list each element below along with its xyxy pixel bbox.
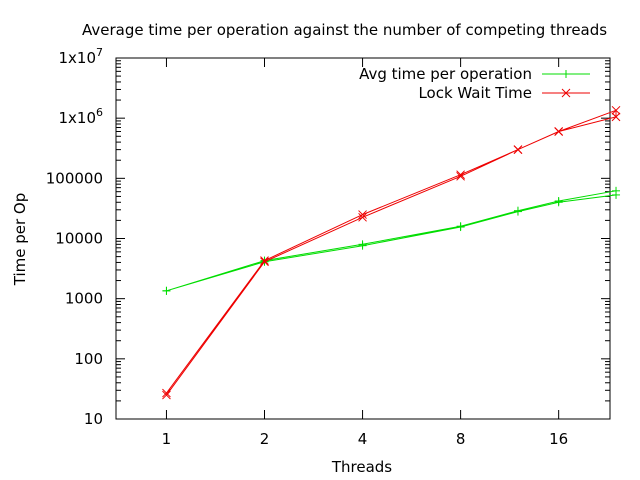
legend-label: Lock Wait Time bbox=[418, 84, 532, 102]
x-tick-label: 4 bbox=[358, 430, 368, 448]
plus-marker bbox=[456, 223, 465, 232]
plus-marker bbox=[358, 241, 367, 250]
cross-marker bbox=[456, 170, 465, 180]
plus-marker bbox=[513, 207, 522, 216]
cross-marker bbox=[260, 256, 269, 265]
y-tick-label: 1000 bbox=[65, 290, 103, 308]
plus-marker bbox=[562, 70, 570, 78]
y-tick-label: 100000 bbox=[46, 169, 103, 187]
x-tick-label: 8 bbox=[456, 430, 466, 448]
cross-marker bbox=[554, 127, 564, 136]
cross-marker bbox=[162, 388, 171, 398]
y-tick-label: 10 bbox=[84, 410, 103, 428]
y-tick-label-exponent: 7 bbox=[96, 46, 103, 59]
plus-marker bbox=[612, 190, 621, 199]
y-tick-label-base: 1x10 bbox=[58, 49, 96, 67]
chart-title: Average time per operation against the n… bbox=[82, 21, 607, 39]
y-tick-label-exponent: 6 bbox=[96, 106, 103, 119]
legend-label: Avg time per operation bbox=[359, 65, 532, 83]
cross-marker bbox=[611, 105, 621, 115]
y-tick-label: 1x106 bbox=[58, 106, 103, 127]
y-tick-label: 100 bbox=[74, 350, 103, 368]
x-tick-label: 16 bbox=[549, 430, 568, 448]
cross-marker bbox=[358, 210, 367, 219]
plus-marker bbox=[162, 286, 171, 295]
cross-marker bbox=[162, 390, 171, 400]
x-tick-label: 1 bbox=[162, 430, 172, 448]
series-layer bbox=[162, 105, 621, 400]
cross-marker bbox=[456, 171, 465, 181]
series-lock-wait bbox=[162, 105, 621, 400]
y-tick-label-base: 1x10 bbox=[58, 109, 96, 127]
cross-marker bbox=[358, 212, 367, 222]
series-line bbox=[166, 109, 617, 396]
x-tick-label: 2 bbox=[260, 430, 270, 448]
y-tick-label: 10000 bbox=[55, 230, 103, 248]
plus-marker bbox=[554, 198, 563, 207]
y-axis-label: Time per Op bbox=[11, 193, 29, 287]
cross-marker bbox=[561, 88, 571, 98]
y-tick-label: 1x107 bbox=[58, 46, 103, 67]
x-axis-label: Threads bbox=[331, 458, 392, 476]
series-avg-time bbox=[162, 186, 621, 295]
cross-marker bbox=[513, 145, 523, 154]
cross-marker bbox=[260, 257, 269, 267]
plot-frame bbox=[115, 57, 611, 420]
cross-marker bbox=[611, 112, 621, 122]
